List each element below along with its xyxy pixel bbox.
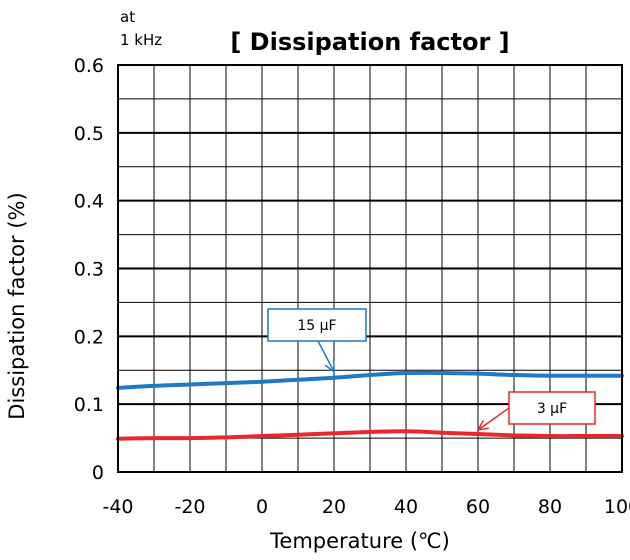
x-tick-label: -40	[102, 496, 133, 518]
y-tick-label: 0.3	[74, 259, 104, 281]
tick-labels: -40 -20 0 20 40 60 80 100 0 0.1 0.2 0.3 0.4 0.5 0.6	[74, 55, 630, 518]
series-line-3-μF	[116, 429, 624, 441]
callout-arrow-line	[317, 340, 335, 373]
y-tick-label: 0.4	[74, 191, 104, 213]
condition-line-2: 1 kHz	[120, 31, 162, 49]
x-tick-label: 20	[322, 496, 346, 518]
series-layer	[116, 370, 624, 441]
callout-box	[267, 308, 367, 342]
grid	[118, 65, 622, 472]
x-tick-label: 100	[604, 496, 630, 518]
x-axis-label: Temperature (℃)	[269, 529, 450, 553]
chart-title: [ Dissipation factor ]	[230, 28, 509, 56]
callout-arrowhead	[476, 420, 489, 432]
plot-frame	[117, 64, 623, 473]
callouts: 15 μF 3 μF	[267, 308, 596, 432]
y-tick-label: 0.5	[74, 123, 104, 145]
y-tick-label: 0	[92, 462, 104, 484]
y-tick-label: 0.1	[74, 394, 104, 416]
x-tick-label: 40	[394, 496, 418, 518]
series-line-15-μF	[116, 370, 624, 390]
y-axis-label: Dissipation factor (%)	[5, 192, 29, 419]
callout-box	[508, 391, 596, 425]
condition-line-1: at	[120, 8, 135, 26]
x-tick-label: 80	[538, 496, 562, 518]
y-tick-label: 0.6	[74, 55, 104, 77]
y-tick-label: 0.2	[74, 326, 104, 348]
callout-arrowhead	[324, 360, 335, 374]
callout-label: 3 μF	[537, 401, 567, 417]
x-tick-label: 0	[256, 496, 268, 518]
x-tick-label: 60	[466, 496, 490, 518]
callout-arrow-line	[477, 407, 510, 431]
callout-label: 15 μF	[297, 318, 336, 334]
x-tick-label: -20	[174, 496, 205, 518]
plot-frame-border	[117, 64, 623, 473]
